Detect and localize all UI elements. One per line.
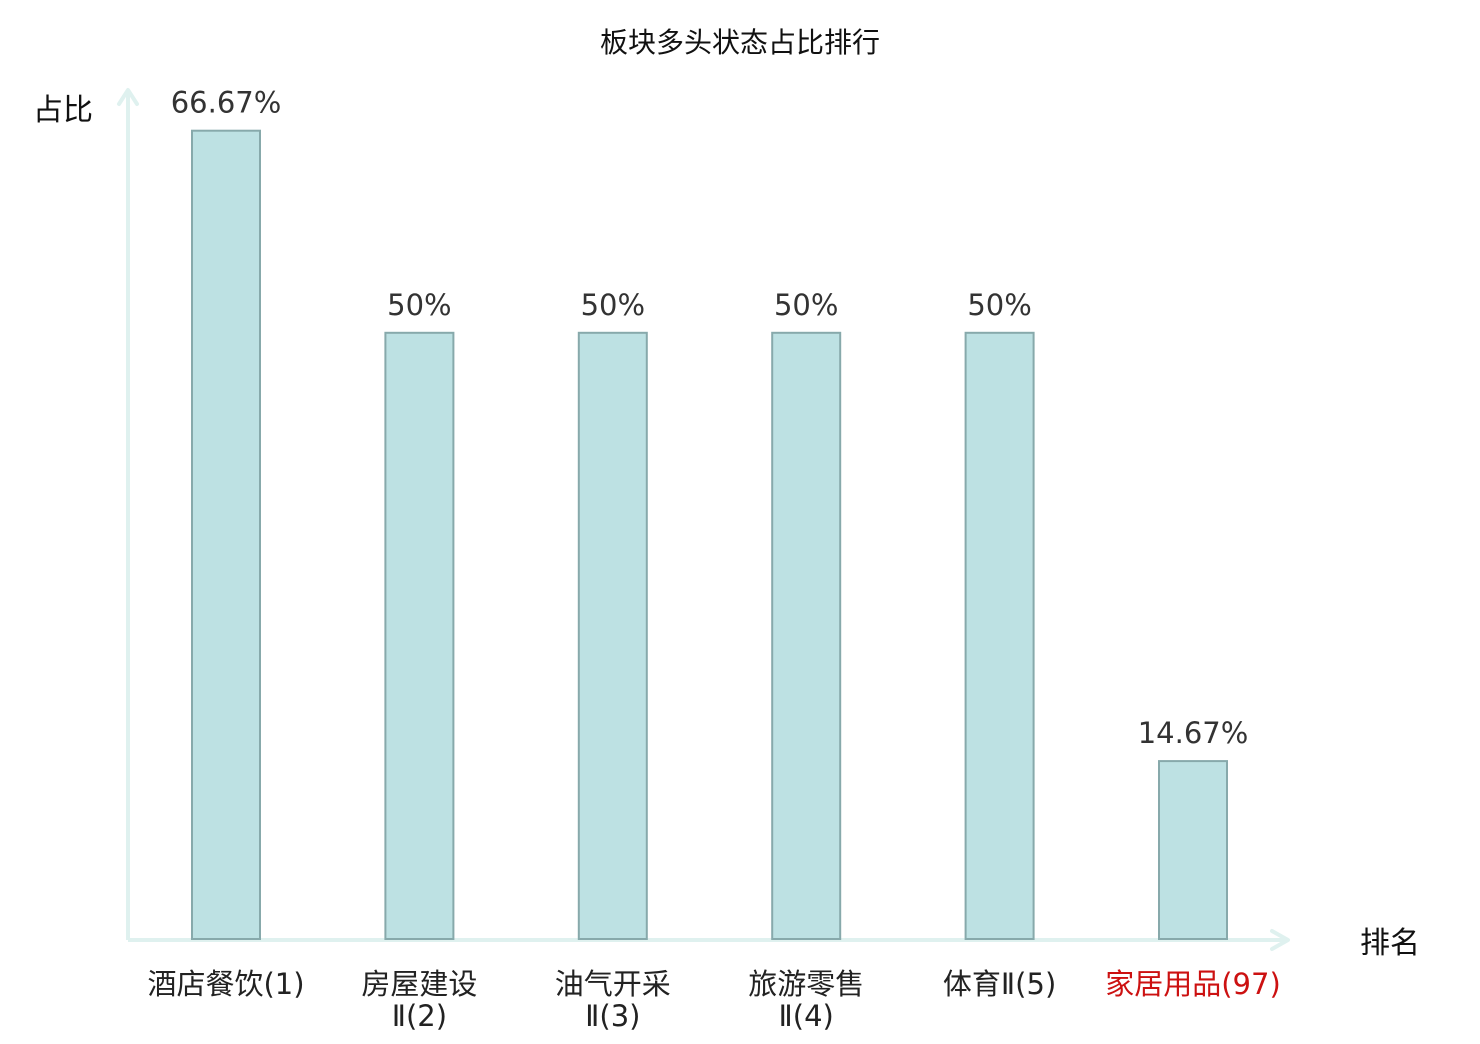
bar-value-label: 50%	[967, 288, 1031, 322]
value-labels-group: 66.67% 50% 50% 50% 50% 14.67%	[171, 86, 1249, 750]
chart-title: 板块多头状态占比排行	[600, 26, 880, 59]
category-tick-label: 旅游零售	[748, 967, 864, 1001]
bar-value-label: 50%	[581, 288, 645, 322]
bar	[1158, 760, 1228, 940]
y-axis-label: 占比	[33, 93, 93, 128]
category-tick-label: Ⅱ(3)	[585, 999, 640, 1033]
bars-group	[191, 129, 1228, 940]
bar-value-label: 50%	[774, 288, 838, 322]
y-axis-arrow-icon	[117, 88, 139, 106]
axes	[117, 88, 1290, 951]
bar	[577, 331, 648, 940]
category-tick-label: 油气开采	[555, 967, 671, 1001]
bar-value-label: 50%	[387, 288, 451, 322]
bar-value-label: 66.67%	[171, 86, 282, 120]
bar	[384, 331, 455, 940]
category-tick-label: Ⅱ(2)	[392, 999, 447, 1033]
bar	[964, 331, 1035, 940]
bar	[771, 331, 842, 940]
x-axis-arrow-icon	[1270, 929, 1290, 951]
category-tick-label: 酒店餐饮(1)	[147, 967, 304, 1001]
x-axis-label: 排名	[1360, 926, 1420, 961]
category-tick-label: Ⅱ(4)	[779, 999, 834, 1033]
category-tick-label: 家居用品(97)	[1105, 967, 1281, 1001]
bar	[191, 129, 261, 940]
bar-value-label: 14.67%	[1138, 716, 1249, 750]
category-tick-label: 房屋建设	[361, 967, 477, 1001]
category-tick-label: 体育Ⅱ(5)	[943, 967, 1056, 1001]
